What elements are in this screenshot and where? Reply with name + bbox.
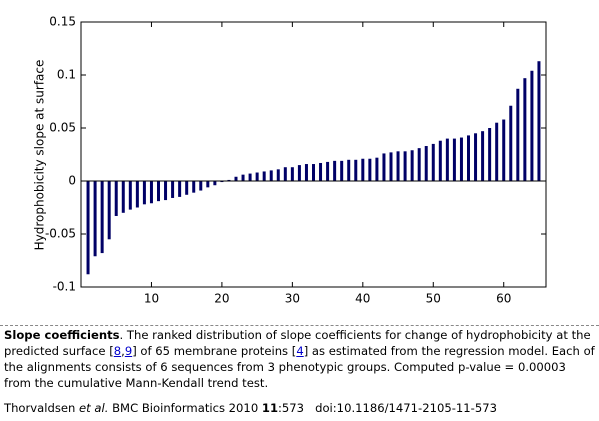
reference-link[interactable]: 8 xyxy=(113,344,122,358)
bar xyxy=(220,181,224,183)
bar xyxy=(213,181,217,186)
bar xyxy=(262,171,266,181)
plot-frame xyxy=(80,21,547,288)
bar xyxy=(382,153,386,181)
x-tick-label: 30 xyxy=(285,292,300,306)
y-tick-label: 0.1 xyxy=(57,68,76,82)
text-segment: . The ranked distribution of slope coeff… xyxy=(4,328,591,358)
x-tick-label: 40 xyxy=(355,292,370,306)
x-tick-label: 60 xyxy=(496,292,511,306)
bar xyxy=(502,119,506,181)
text-segment: BMC Bioinformatics 2010 xyxy=(108,401,262,415)
bar xyxy=(319,162,323,181)
bar xyxy=(481,131,485,181)
bar xyxy=(438,140,442,181)
bar xyxy=(509,105,513,181)
x-tick-label: 50 xyxy=(426,292,441,306)
bar xyxy=(361,158,365,181)
bar xyxy=(157,181,160,202)
text-segment: :573 doi:10.1186/1471-2105-11-573 xyxy=(278,401,497,415)
bar xyxy=(410,150,414,181)
bar xyxy=(149,181,153,204)
bar xyxy=(523,78,527,181)
caption: Slope coefficients. The ranked distribut… xyxy=(4,327,596,391)
bar xyxy=(297,165,301,181)
bar xyxy=(354,159,358,181)
bar xyxy=(206,181,210,188)
bar xyxy=(227,179,231,181)
text-segment: ] as estimated from the regression model… xyxy=(4,344,595,390)
bar xyxy=(459,137,463,181)
bar xyxy=(93,181,97,257)
bar xyxy=(178,181,182,197)
y-axis-label: Hydrophobicity slope at surface xyxy=(33,60,47,251)
bar xyxy=(304,164,308,181)
bar xyxy=(100,181,104,254)
bar xyxy=(192,181,196,193)
text-segment: , xyxy=(121,344,125,358)
bar xyxy=(368,158,372,181)
bar xyxy=(86,181,90,275)
bar xyxy=(467,135,470,181)
bar xyxy=(326,161,330,181)
separator xyxy=(0,325,599,326)
bar xyxy=(121,181,125,213)
y-tick-label: -0.1 xyxy=(53,280,76,294)
bar xyxy=(530,70,534,181)
bar xyxy=(312,164,315,181)
reference-link[interactable]: 4 xyxy=(296,344,304,358)
bar xyxy=(417,148,421,181)
x-tick-label: 20 xyxy=(214,292,229,306)
bar xyxy=(452,138,456,181)
bar xyxy=(269,170,273,181)
y-tick-label: 0 xyxy=(68,174,76,188)
citation: Thorvaldsen et al. BMC Bioinformatics 20… xyxy=(4,401,497,415)
text-segment: Thorvaldsen xyxy=(4,401,80,415)
bar xyxy=(107,181,111,240)
bar xyxy=(445,138,449,181)
bar xyxy=(396,151,400,181)
y-tick-label: 0.15 xyxy=(49,15,76,29)
chart: Hydrophobicity slope at surface -0.1 -0.0… xyxy=(33,15,547,306)
bar xyxy=(403,151,407,181)
bar xyxy=(199,181,203,191)
bar xyxy=(488,128,492,181)
bar xyxy=(255,172,259,181)
bar xyxy=(248,173,252,181)
bar xyxy=(234,176,238,181)
bar xyxy=(389,152,393,181)
bar xyxy=(135,181,139,208)
text-segment: et al. xyxy=(79,401,109,415)
bar xyxy=(114,181,118,216)
bar xyxy=(375,157,379,181)
bar xyxy=(537,61,541,181)
bar xyxy=(185,181,189,195)
text-segment: ] of 65 membrane proteins [ xyxy=(132,344,297,358)
bar xyxy=(290,167,294,181)
bar xyxy=(474,133,478,181)
text-segment: Slope coefficients xyxy=(4,328,120,342)
bar xyxy=(241,174,245,181)
y-tick-label: 0.05 xyxy=(49,121,76,135)
bar xyxy=(431,143,435,181)
bar xyxy=(516,88,520,181)
bar xyxy=(283,167,287,181)
bar xyxy=(340,160,344,181)
bar xyxy=(164,181,168,201)
reference-link[interactable]: 9 xyxy=(124,344,133,358)
bar xyxy=(142,181,146,205)
text-segment: 11 xyxy=(261,401,279,415)
bar xyxy=(347,159,351,181)
bar xyxy=(333,160,337,181)
bar xyxy=(128,181,132,210)
bar xyxy=(424,146,428,181)
y-tick-label: -0.05 xyxy=(45,227,76,241)
bar xyxy=(171,181,175,198)
bar xyxy=(276,169,280,181)
bar xyxy=(495,122,499,181)
x-tick-label: 10 xyxy=(144,292,159,306)
